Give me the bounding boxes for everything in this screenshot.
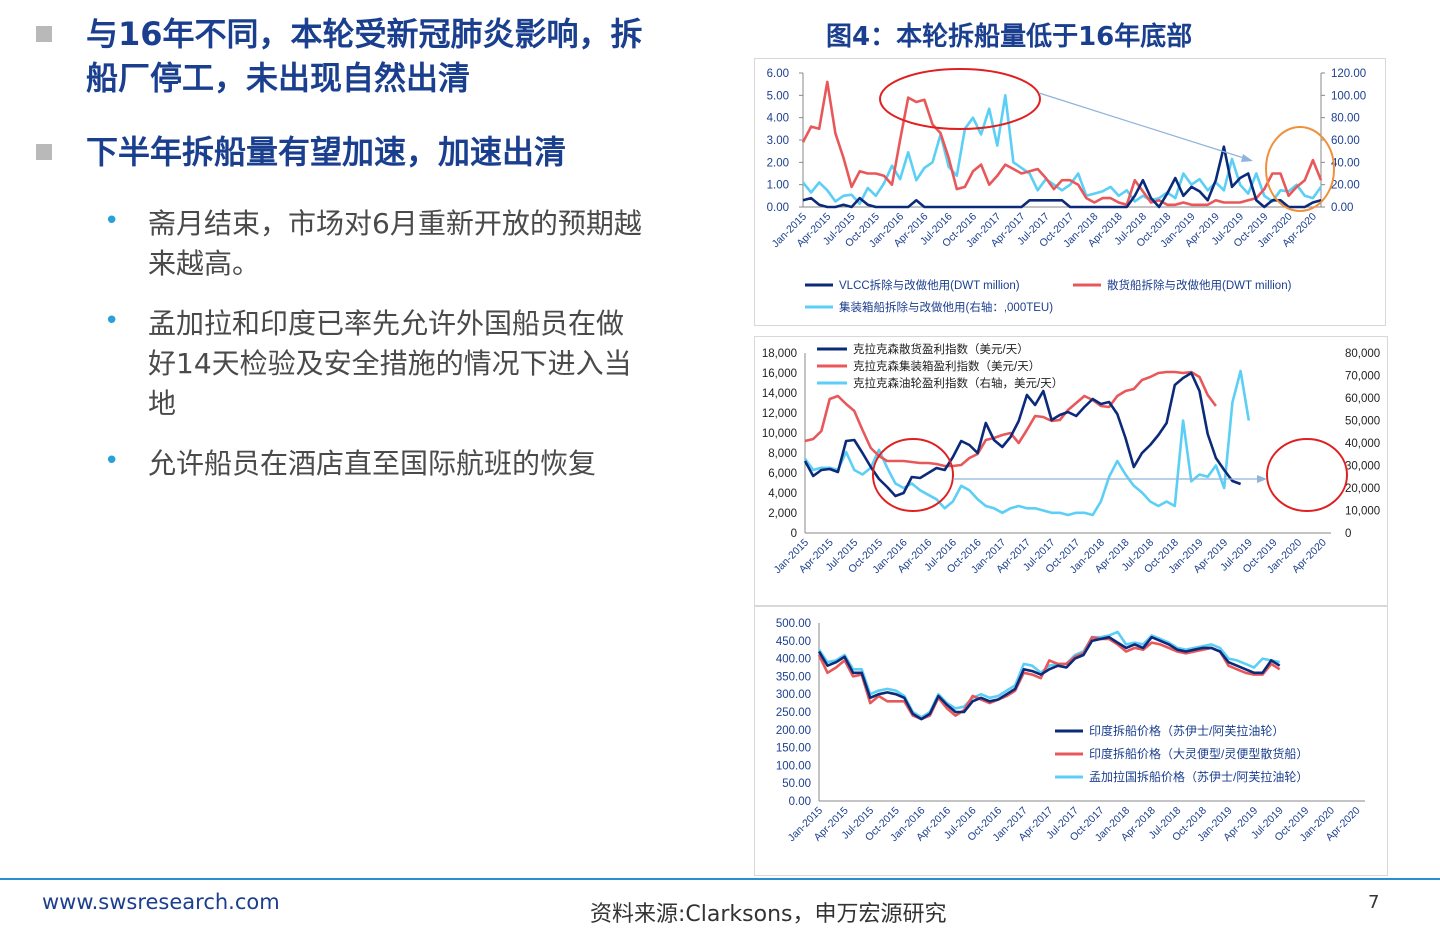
list-item-line: 好14天检验及安全措施的情况下进入当 xyxy=(148,347,632,380)
legend-label: VLCC拆除与改做他用(DWT million) xyxy=(839,278,1020,292)
y-left-tick-label: 6.00 xyxy=(767,68,789,80)
y-tick-label: 350.00 xyxy=(776,671,811,683)
chart-panel-prices: 500.00 450.00 400.00 350.00 300.00 250.00 200.… xyxy=(754,606,1388,876)
y-left-tick-label: 14,000 xyxy=(762,388,797,400)
series-line-vlcc xyxy=(802,145,1322,209)
y-left-tick-label: 3.00 xyxy=(767,135,789,147)
heading-bullet xyxy=(36,144,52,160)
heading-primary-line: 与16年不同，本轮受新冠肺炎影响，拆 xyxy=(86,15,643,53)
chart-panel-earnings: 18,000 16,000 14,000 12,000 10,000 8,000 6,000… xyxy=(754,336,1388,606)
list-item-line: 斋月结束，市场对6月重新开放的预期越 xyxy=(148,207,642,240)
highlight-circle xyxy=(879,68,1041,130)
list-item-line: 孟加拉和印度已率先允许外国船员在做 xyxy=(148,307,625,340)
y-tick-label: 0.00 xyxy=(789,796,811,808)
series-line-bulk-index xyxy=(803,371,1242,498)
earnings-index-chart: 18,000 16,000 14,000 12,000 10,000 8,000 6,000… xyxy=(762,342,1380,576)
list-item: 孟加拉和印度已率先允许外国船员在做 好14天检验及安全措施的情况下进入当 地 xyxy=(148,304,728,424)
legend-label: 克拉克森集装箱盈利指数（美元/天） xyxy=(853,359,1040,373)
y-right-tick-label: 120.00 xyxy=(1331,68,1366,80)
y-right-tick-label: 0 xyxy=(1345,528,1351,540)
y-left-tick-label: 5.00 xyxy=(767,90,789,102)
y-left-tick-label: 16,000 xyxy=(762,368,797,380)
y-right-tick-label: 20,000 xyxy=(1345,483,1380,495)
y-left-tick-label: 2.00 xyxy=(767,157,789,169)
footer-source: 资料来源:Clarksons，申万宏源研究 xyxy=(590,902,947,927)
y-tick-label: 300.00 xyxy=(776,689,811,701)
list-item-line: 来越高。 xyxy=(148,247,261,280)
arrow-head xyxy=(1241,154,1253,162)
footer-divider xyxy=(0,878,1440,880)
y-tick-label: 400.00 xyxy=(776,654,811,666)
y-right-tick-label: 30,000 xyxy=(1345,461,1380,473)
series-line-container xyxy=(801,93,1323,205)
legend-label: 克拉克森散货盈利指数（美元/天） xyxy=(853,342,1029,356)
y-left-tick-label: 12,000 xyxy=(762,408,797,420)
y-left-tick-label: 0 xyxy=(791,528,797,540)
y-left-tick-label: 0.00 xyxy=(767,202,789,214)
series-line-bangladesh xyxy=(817,630,1280,719)
y-tick-label: 150.00 xyxy=(776,743,811,755)
legend-label: 散货船拆除与改做他用(DWT million) xyxy=(1107,278,1292,292)
footer-website[interactable]: www.swsresearch.com xyxy=(42,890,280,914)
list-bullet: • xyxy=(104,206,120,236)
scrap-price-chart: 500.00 450.00 400.00 350.00 300.00 250.00 200.… xyxy=(776,618,1365,844)
y-left-tick-label: 1.00 xyxy=(767,180,789,192)
y-right-tick-label: 0.00 xyxy=(1331,202,1353,214)
highlight-circle xyxy=(1266,438,1348,512)
legend-label: 印度拆船价格（大灵便型/灵便型散货船） xyxy=(1089,746,1308,761)
series-line-tanker xyxy=(803,369,1251,517)
highlight-circle xyxy=(1265,126,1335,212)
highlight-circle xyxy=(872,438,954,512)
y-right-tick-label: 40.00 xyxy=(1331,157,1360,169)
list-bullet: • xyxy=(104,446,120,476)
y-left-tick-label: 2,000 xyxy=(768,508,797,520)
y-right-tick-label: 20.00 xyxy=(1331,180,1360,192)
list-bullet: • xyxy=(104,306,120,336)
figure-title: 图4：本轮拆船量低于16年底部 xyxy=(826,22,1193,52)
chart-panel-scrapping: 6.00 5.00 4.00 3.00 2.00 1.00 0.00 120.00 100.00… xyxy=(754,58,1386,326)
heading-secondary: 下半年拆船量有望加速，加速出清 xyxy=(86,133,567,171)
y-left-tick-label: 8,000 xyxy=(768,448,797,460)
y-tick-label: 450.00 xyxy=(776,636,811,648)
arrow-head xyxy=(1257,475,1267,483)
y-left-tick-label: 4.00 xyxy=(767,113,789,125)
scrapping-volume-chart: 6.00 5.00 4.00 3.00 2.00 1.00 0.00 120.00 100.00… xyxy=(767,68,1366,314)
list-item-line: 允许船员在酒店直至国际航班的恢复 xyxy=(148,447,597,480)
y-right-tick-label: 10,000 xyxy=(1345,506,1380,518)
heading-primary: 与16年不同，本轮受新冠肺炎影响，拆 船厂停工，未出现自然出清 xyxy=(86,12,726,100)
heading-bullet xyxy=(36,26,52,42)
legend-label: 孟加拉国拆船价格（苏伊士/阿芙拉油轮） xyxy=(1089,769,1308,784)
list-item: 允许船员在酒店直至国际航班的恢复 xyxy=(148,444,728,484)
heading-primary-line: 船厂停工，未出现自然出清 xyxy=(86,59,471,97)
y-tick-label: 100.00 xyxy=(776,760,811,772)
y-right-tick-label: 70,000 xyxy=(1345,371,1380,383)
y-right-tick-label: 80.00 xyxy=(1331,113,1360,125)
page-number: 7 xyxy=(1368,892,1380,913)
y-left-tick-label: 10,000 xyxy=(762,428,797,440)
series-line-india-bulk xyxy=(817,635,1281,721)
y-right-tick-label: 60,000 xyxy=(1345,393,1380,405)
y-right-tick-label: 100.00 xyxy=(1331,90,1366,102)
legend-label: 克拉克森油轮盈利指数（右轴，美元/天） xyxy=(853,376,1063,390)
list-item-line: 地 xyxy=(148,387,177,420)
series-line-bulk xyxy=(801,80,1323,207)
series-line-india-tanker xyxy=(817,635,1281,721)
series-line-container-index xyxy=(804,370,1217,468)
y-tick-label: 500.00 xyxy=(776,618,811,630)
y-tick-label: 50.00 xyxy=(782,778,811,790)
list-item: 斋月结束，市场对6月重新开放的预期越 来越高。 xyxy=(148,204,728,284)
y-right-tick-label: 40,000 xyxy=(1345,438,1380,450)
y-right-tick-label: 60.00 xyxy=(1331,135,1360,147)
y-left-tick-label: 18,000 xyxy=(762,348,797,360)
y-tick-label: 250.00 xyxy=(776,707,811,719)
y-right-tick-label: 50,000 xyxy=(1345,416,1380,428)
y-left-tick-label: 4,000 xyxy=(768,488,797,500)
y-right-tick-label: 80,000 xyxy=(1345,348,1380,360)
annotation-arrow xyxy=(1038,92,1248,160)
y-left-tick-label: 6,000 xyxy=(768,468,797,480)
legend-label: 集装箱船拆除与改做他用(右轴：,000TEU) xyxy=(839,300,1053,314)
y-tick-label: 200.00 xyxy=(776,725,811,737)
legend-label: 印度拆船价格（苏伊士/阿芙拉油轮） xyxy=(1089,723,1284,738)
